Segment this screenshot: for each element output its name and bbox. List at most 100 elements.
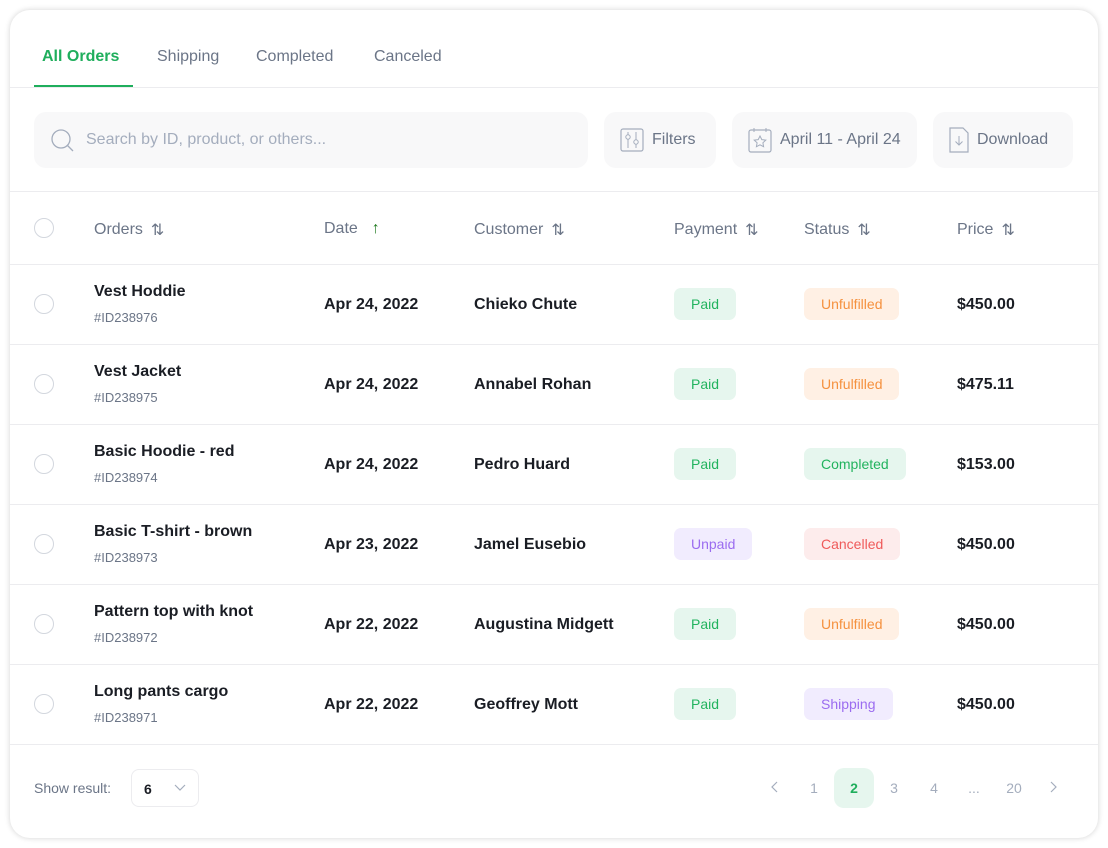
- order-id: #ID238976: [94, 310, 158, 325]
- download-button[interactable]: Download: [933, 112, 1073, 168]
- order-id: #ID238973: [94, 550, 158, 565]
- sort-icon: ⇅: [551, 222, 565, 239]
- payment-badge: Unpaid: [674, 528, 753, 560]
- customer-name: Jamel Eusebio: [474, 536, 587, 553]
- column-price-label: Price: [957, 221, 994, 238]
- table-row[interactable]: Long pants cargo #ID238971 Apr 22, 2022 …: [10, 664, 1098, 744]
- sort-icon: ⇅: [150, 222, 165, 239]
- chevron-right-icon: [1050, 781, 1057, 793]
- customer-name: Augustina Midgett: [474, 616, 614, 633]
- row-checkbox[interactable]: [34, 374, 54, 394]
- filters-button[interactable]: Filters: [604, 112, 716, 168]
- table-row[interactable]: Vest Hoddie #ID238976 Apr 24, 2022 Chiek…: [10, 264, 1098, 344]
- column-customer[interactable]: Customer ⇅: [474, 220, 565, 240]
- table-row[interactable]: Basic T-shirt - brown #ID238973 Apr 23, …: [10, 504, 1098, 584]
- order-date: Apr 23, 2022: [324, 536, 419, 553]
- active-tab-indicator: [34, 85, 133, 87]
- tab-shipping[interactable]: Shipping: [157, 48, 220, 65]
- show-result-select[interactable]: 6: [131, 769, 199, 807]
- payment-badge: Paid: [674, 288, 737, 320]
- product-name: Vest Hoddie: [94, 283, 186, 300]
- order-id: #ID238972: [94, 630, 158, 645]
- row-divider: [10, 344, 1098, 345]
- row-divider: [10, 424, 1098, 425]
- order-date: Apr 22, 2022: [324, 616, 419, 633]
- row-divider: [10, 504, 1098, 505]
- select-all-checkbox[interactable]: [34, 218, 54, 238]
- show-result-label: Show result:: [34, 780, 112, 796]
- search-icon: [51, 129, 74, 152]
- divider: [10, 191, 1098, 192]
- tab-canceled[interactable]: Canceled: [374, 48, 442, 65]
- order-date: Apr 24, 2022: [324, 456, 419, 473]
- row-checkbox[interactable]: [34, 454, 54, 474]
- prev-page-button[interactable]: [754, 768, 794, 808]
- status-badge: Unfulfilled: [804, 368, 900, 400]
- filters-icon: [620, 128, 644, 152]
- payment-badge: Paid: [674, 608, 737, 640]
- sort-icon: ⇅: [1001, 222, 1015, 239]
- row-checkbox[interactable]: [34, 534, 54, 554]
- order-id: #ID238971: [94, 710, 158, 725]
- product-name: Basic T-shirt - brown: [94, 523, 253, 540]
- row-checkbox[interactable]: [34, 614, 54, 634]
- date-range-button[interactable]: April 11 - April 24: [732, 112, 917, 168]
- download-icon: [949, 127, 969, 153]
- order-date: Apr 22, 2022: [324, 696, 419, 713]
- order-price: $475.11: [957, 376, 1014, 393]
- table-row[interactable]: Basic Hoodie - red #ID238974 Apr 24, 202…: [10, 424, 1098, 504]
- page-button[interactable]: 1: [810, 780, 818, 796]
- product-name: Long pants cargo: [94, 683, 229, 700]
- order-price: $450.00: [957, 536, 1015, 553]
- sort-ascending-icon: ↑: [371, 220, 380, 237]
- tab-completed[interactable]: Completed: [256, 48, 334, 65]
- order-price: $450.00: [957, 696, 1015, 713]
- row-divider: [10, 664, 1098, 665]
- order-price: $153.00: [957, 456, 1015, 473]
- column-payment[interactable]: Payment ⇅: [674, 220, 759, 240]
- column-payment-label: Payment: [674, 221, 738, 238]
- column-price[interactable]: Price ⇅: [957, 220, 1015, 240]
- customer-name: Chieko Chute: [474, 296, 578, 313]
- column-orders-label: Orders: [94, 221, 143, 238]
- column-customer-label: Customer: [474, 221, 544, 238]
- column-date-label: Date: [324, 220, 358, 237]
- chevron-left-icon: [771, 781, 778, 793]
- payment-badge: Paid: [674, 448, 737, 480]
- chevron-down-icon: [174, 784, 186, 791]
- table-row[interactable]: Pattern top with knot #ID238972 Apr 22, …: [10, 584, 1098, 664]
- column-orders[interactable]: Orders ⇅: [94, 220, 164, 240]
- search-input[interactable]: [86, 112, 566, 168]
- next-page-button[interactable]: [1034, 768, 1074, 808]
- product-name: Vest Jacket: [94, 363, 182, 380]
- column-status[interactable]: Status ⇅: [804, 220, 871, 240]
- status-badge: Completed: [804, 448, 906, 480]
- product-name: Basic Hoodie - red: [94, 443, 235, 460]
- sort-icon: ⇅: [745, 222, 759, 239]
- status-badge: Unfulfilled: [804, 288, 900, 320]
- pagination-ellipsis: ...: [968, 780, 980, 796]
- page-button[interactable]: 3: [890, 780, 898, 796]
- order-date: Apr 24, 2022: [324, 376, 419, 393]
- search-box[interactable]: [34, 112, 588, 168]
- row-checkbox[interactable]: [34, 294, 54, 314]
- filters-label: Filters: [652, 131, 696, 148]
- download-label: Download: [977, 131, 1049, 148]
- payment-badge: Paid: [674, 368, 737, 400]
- row-checkbox[interactable]: [34, 694, 54, 714]
- customer-name: Annabel Rohan: [474, 376, 592, 393]
- sort-icon: ⇅: [857, 222, 871, 239]
- date-range-label: April 11 - April 24: [780, 131, 901, 148]
- column-status-label: Status: [804, 221, 850, 238]
- orders-card: All Orders Shipping Completed Canceled F…: [10, 10, 1098, 838]
- page-button[interactable]: 20: [1006, 780, 1022, 796]
- row-divider: [10, 264, 1098, 265]
- column-date[interactable]: Date ↑: [324, 220, 380, 238]
- status-badge: Shipping: [804, 688, 893, 720]
- page-button[interactable]: 2: [834, 768, 874, 808]
- page-button[interactable]: 4: [930, 780, 938, 796]
- show-result-value: 6: [144, 781, 152, 797]
- tab-all-orders[interactable]: All Orders: [42, 48, 120, 65]
- table-row[interactable]: Vest Jacket #ID238975 Apr 24, 2022 Annab…: [10, 344, 1098, 424]
- row-divider: [10, 584, 1098, 585]
